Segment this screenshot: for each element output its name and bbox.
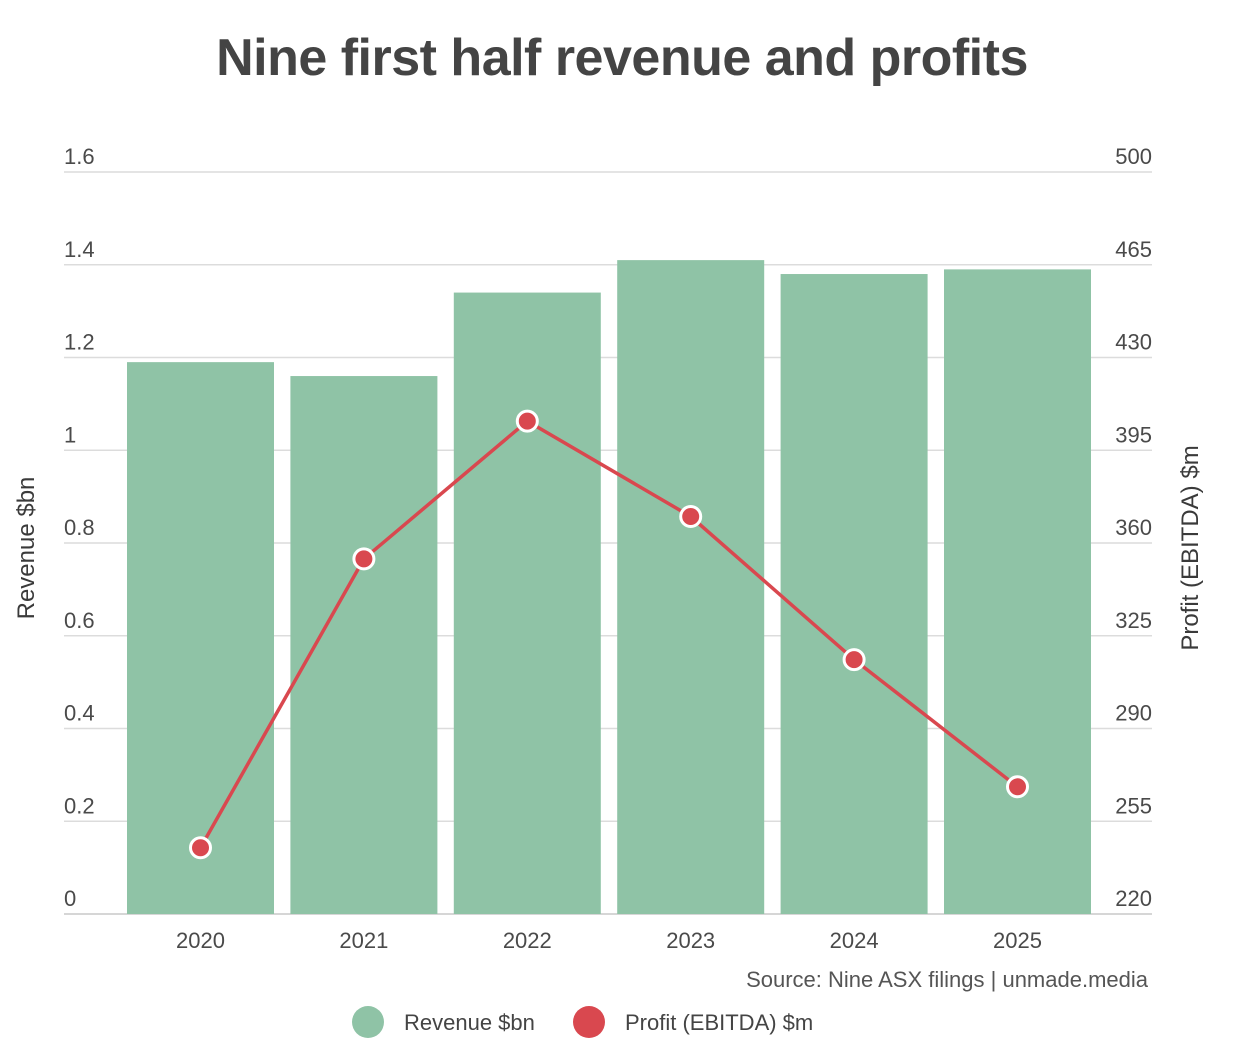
y2-tick-label: 395 [1115,422,1152,447]
profit-point-2025 [1006,775,1029,799]
profit-point-2022 [515,409,539,433]
x-tick-label: 2021 [339,928,388,953]
y-tick-label: 1.6 [64,144,95,169]
bar-2023 [617,260,765,914]
y2-tick-label: 430 [1115,330,1152,355]
right-axis-title: Profit (EBITDA) $m [1177,445,1204,650]
profit-line [189,409,1029,860]
y-tick-label: 0 [64,886,76,911]
y2-tick-label: 500 [1115,144,1152,169]
left-axis-ticks: 0 0.2 0.4 0.6 0.8 1 1.2 1.4 1.6 [64,144,95,911]
left-axis-title: Revenue $bn [13,477,40,620]
source-note: Source: Nine ASX filings | unmade.media [746,967,1149,992]
profit-point-2021 [352,547,376,571]
y2-tick-label: 255 [1115,793,1152,818]
profit-line-path [198,419,1019,849]
x-tick-label: 2025 [993,928,1042,953]
x-tick-label: 2024 [830,928,879,953]
y-tick-label: 1.4 [64,237,95,262]
bar-2022 [453,292,601,914]
legend-item-profit: Profit (EBITDA) $m [573,1006,813,1038]
legend-label-profit: Profit (EBITDA) $m [625,1010,813,1035]
legend-swatch-revenue [352,1006,384,1038]
y-tick-label: 0.4 [64,701,95,726]
y-tick-label: 0.2 [64,793,95,818]
profit-point-2020 [189,836,212,860]
y2-tick-label: 220 [1115,886,1152,911]
y-tick-label: 0.6 [64,608,95,633]
profit-point-2023 [679,505,703,528]
legend-label-revenue: Revenue $bn [404,1010,535,1035]
legend: Revenue $bn Profit (EBITDA) $m [352,1006,813,1038]
x-axis-ticks: 2020 2021 2022 2023 2024 2025 [176,928,1042,953]
y2-tick-label: 360 [1115,515,1152,540]
y2-tick-label: 465 [1115,237,1152,262]
right-axis-ticks: 220 255 290 325 360 395 430 465 500 [1115,144,1152,911]
legend-item-revenue: Revenue $bn [352,1006,535,1038]
legend-swatch-profit [573,1006,605,1038]
y-tick-label: 0.8 [64,515,95,540]
chart-title: Nine first half revenue and profits [216,29,1028,87]
y2-tick-label: 290 [1115,701,1152,726]
bar-2025 [944,269,1091,914]
bar-2024 [780,274,928,914]
profit-point-2024 [842,648,866,672]
revenue-bars [127,260,1091,914]
y-tick-label: 1 [64,422,76,447]
x-tick-label: 2023 [666,928,715,953]
y2-tick-label: 325 [1115,608,1152,633]
x-tick-label: 2020 [176,928,225,953]
y-tick-label: 1.2 [64,330,95,355]
x-tick-label: 2022 [503,928,552,953]
bar-2021 [290,376,438,914]
bar-2020 [127,362,274,914]
